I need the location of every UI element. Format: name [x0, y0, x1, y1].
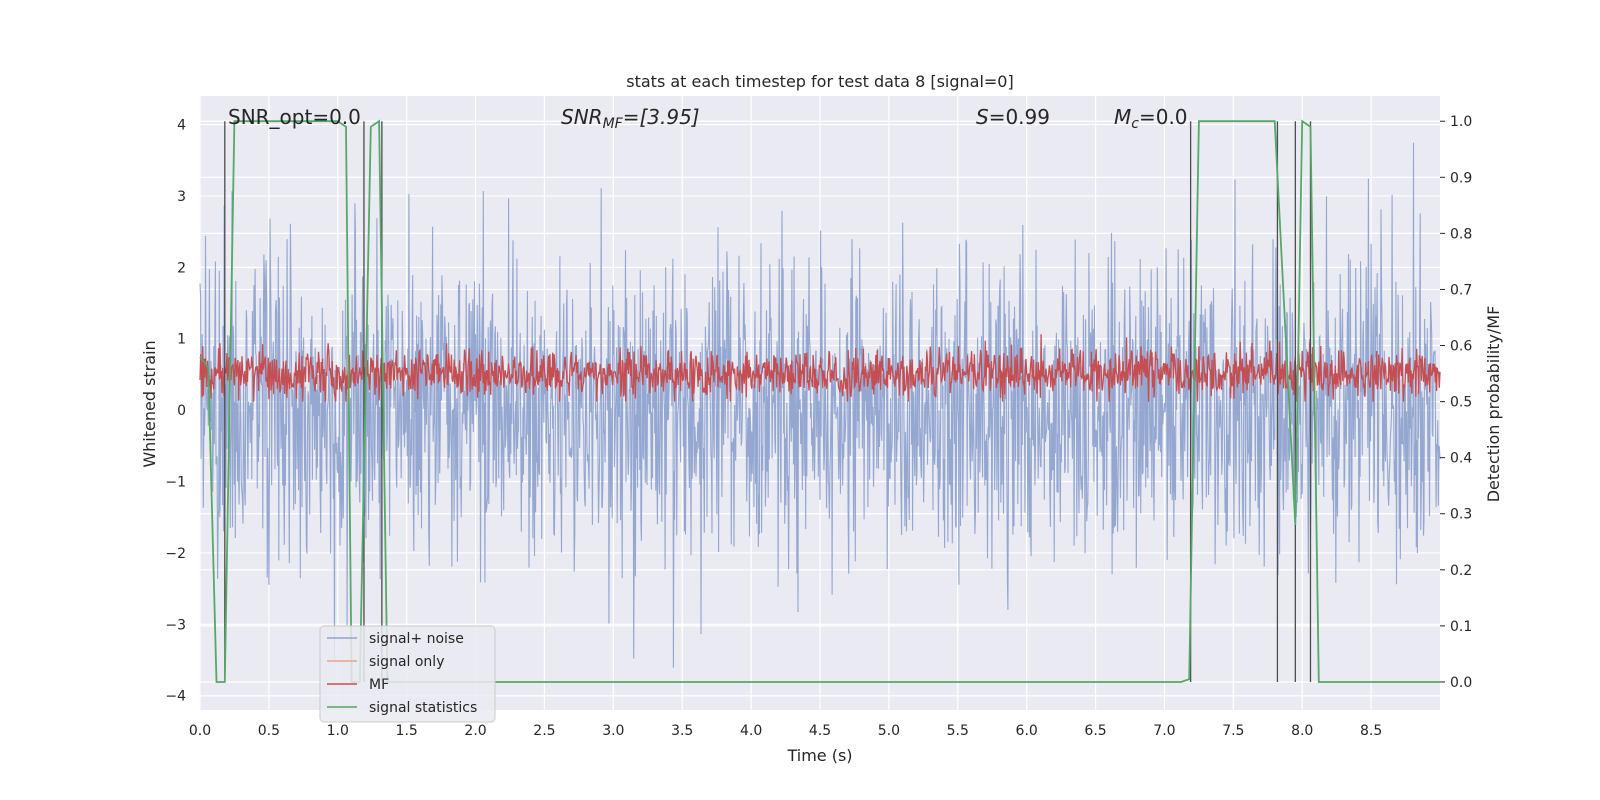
x-tick-label: 4.5 — [809, 723, 831, 739]
y-right-tick-label: 0.8 — [1450, 226, 1472, 242]
x-tick-label: 4.0 — [740, 723, 762, 739]
x-tick-labels: 0.0 0.5 1.0 1.5 2.0 2.5 3.0 3.5 4.0 4.5 5.0 5.5 6.0 6… — [189, 723, 1382, 739]
legend-label-signal-plus-noise: signal+ noise — [369, 631, 464, 647]
x-tick-label: 8.5 — [1360, 723, 1382, 739]
annotation-snr-opt: SNR_opt=0.0 — [228, 105, 361, 129]
series-signal-statistics — [199, 119, 1440, 683]
x-tick-label: 6.0 — [1016, 723, 1038, 739]
y-right-tick-label: 0.1 — [1450, 619, 1472, 635]
annotation-mc-subscript: c — [1131, 116, 1139, 132]
x-axis-label: Time (s) — [786, 746, 852, 765]
legend: signal+ noise signal only MF signal stat… — [319, 625, 496, 723]
y-right-tick-labels: 1.0 0.9 0.8 0.7 0.6 0.5 0.4 0.3 0.2 0.1 0.0 — [1440, 114, 1472, 691]
annotation-s-value: =0.99 — [989, 105, 1050, 129]
legend-label-signal-statistics: signal statistics — [369, 700, 477, 716]
annotation-snr-mf-subscript: MF — [603, 116, 624, 132]
x-tick-label: 0.0 — [189, 723, 211, 739]
annotation-s: S=0.99 — [976, 105, 1050, 129]
x-tick-label: 7.0 — [1153, 723, 1175, 739]
annotation-snr-mf: SNRMF=[3.95] — [561, 105, 700, 132]
line-mf — [199, 334, 1441, 402]
y-right-tick-label: 0.4 — [1450, 451, 1472, 467]
x-tick-label: 6.5 — [1084, 723, 1106, 739]
series-signal-plus-noise — [199, 142, 1441, 668]
y-left-tick-label: −2 — [165, 546, 186, 562]
y-right-tick-label: 0.5 — [1450, 395, 1472, 411]
x-tick-label: 5.5 — [947, 723, 969, 739]
y-left-axis-label: Whitened strain — [140, 340, 159, 467]
line-signal-statistics — [199, 119, 1440, 683]
x-tick-label: 5.0 — [878, 723, 900, 739]
x-tick-label: 7.5 — [1222, 723, 1244, 739]
y-right-axis-label: Detection probability/MF — [1484, 306, 1503, 503]
x-tick-label: 8.0 — [1291, 723, 1313, 739]
annotation-snr-mf-symbol: SNR — [561, 105, 603, 129]
line-signal-plus-noise — [199, 142, 1441, 668]
series-mf — [199, 334, 1441, 402]
annotation-s-symbol: S — [976, 105, 989, 129]
y-left-tick-labels: 4 3 2 1 0 −1 −2 −3 −4 — [165, 118, 186, 705]
y-right-tick-label: 0.2 — [1450, 563, 1472, 579]
y-right-tick-label: 0.6 — [1450, 339, 1472, 355]
x-tick-label: 1.0 — [327, 723, 349, 739]
legend-box — [319, 625, 496, 723]
x-tick-label: 0.5 — [258, 723, 280, 739]
annotation-snr-mf-value: =[3.95] — [623, 105, 700, 129]
y-left-tick-label: 3 — [177, 189, 186, 205]
y-left-tick-label: −3 — [165, 617, 186, 633]
y-right-tick-label: 0.7 — [1450, 282, 1472, 298]
annotation-mc-symbol: M — [1114, 105, 1131, 129]
y-right-tick-label: 1.0 — [1450, 114, 1472, 130]
legend-label-signal-only: signal only — [369, 654, 444, 670]
legend-label-mf: MF — [369, 677, 389, 693]
y-right-tick-label: 0.0 — [1450, 675, 1472, 691]
y-left-tick-label: 4 — [177, 118, 186, 134]
y-left-tick-label: 1 — [177, 332, 186, 348]
annotation-mc: Mc=0.0 — [1114, 105, 1188, 132]
chart-title: stats at each timestep for test data 8 [… — [626, 72, 1013, 91]
x-tick-label: 3.5 — [671, 723, 693, 739]
x-tick-label: 3.0 — [602, 723, 624, 739]
annotation-mc-value: =0.0 — [1139, 105, 1188, 129]
y-left-tick-label: −4 — [165, 689, 186, 705]
x-tick-label: 1.5 — [396, 723, 418, 739]
y-left-tick-label: 2 — [177, 260, 186, 276]
y-right-tick-label: 0.3 — [1450, 507, 1472, 523]
vertical-markers — [224, 121, 1312, 682]
x-tick-label: 2.0 — [464, 723, 486, 739]
y-left-tick-label: 0 — [177, 403, 186, 419]
y-right-tick-label: 0.9 — [1450, 170, 1472, 186]
x-tick-label: 2.5 — [533, 723, 555, 739]
y-left-tick-label: −1 — [165, 475, 186, 491]
